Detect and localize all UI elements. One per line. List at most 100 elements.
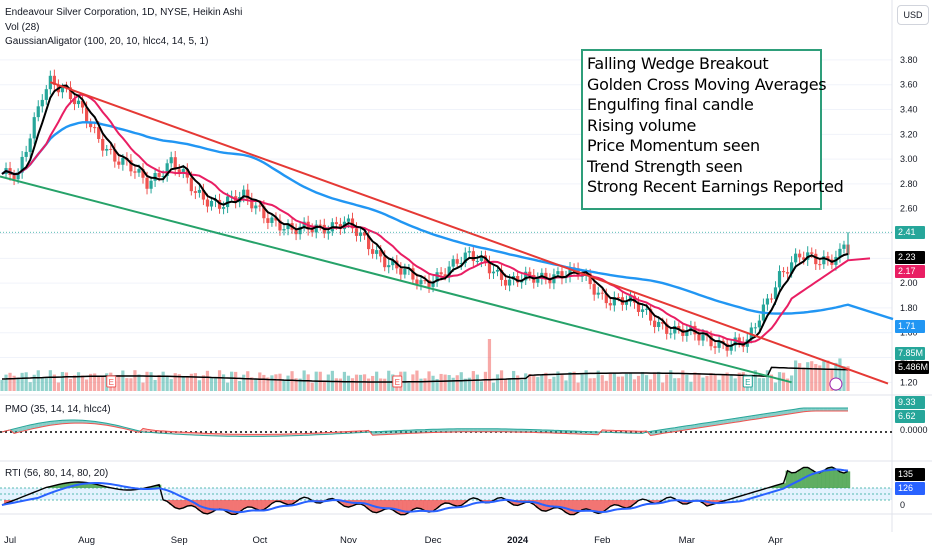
currency-button[interactable]: USD bbox=[897, 5, 929, 25]
candle-body bbox=[475, 260, 479, 262]
volume-bar bbox=[205, 370, 210, 391]
pmo-fill bbox=[682, 425, 687, 431]
rti-oversold-fill bbox=[402, 500, 408, 515]
candle-body bbox=[28, 138, 32, 152]
volume-bar bbox=[346, 375, 351, 391]
candle-body bbox=[503, 279, 508, 286]
candle-body bbox=[773, 287, 778, 299]
pmo-fill bbox=[14, 427, 19, 434]
volume-bar bbox=[371, 375, 375, 391]
earnings-marker bbox=[392, 375, 403, 388]
volume-bar bbox=[524, 373, 528, 391]
rti-oversold-fill bbox=[418, 500, 424, 509]
pmo-fill bbox=[497, 428, 502, 432]
volume-bar bbox=[181, 376, 185, 391]
pmo-fill bbox=[477, 428, 482, 432]
candle-body bbox=[383, 256, 387, 268]
rti-oversold-fill bbox=[588, 500, 593, 510]
candle-body bbox=[612, 297, 616, 306]
pmo-fill bbox=[686, 425, 691, 430]
price-tag-pink-ma: 2.17 bbox=[895, 265, 925, 278]
rti-oversold-fill bbox=[286, 500, 291, 505]
pmo-fill bbox=[396, 430, 401, 434]
pmo-fill bbox=[505, 428, 510, 432]
candle-body bbox=[669, 333, 673, 335]
pmo-fill bbox=[501, 428, 506, 432]
pmo-line bbox=[1, 407, 848, 437]
rti-oversold-fill bbox=[596, 500, 601, 514]
candle-body bbox=[250, 198, 254, 209]
rti-oversold-fill bbox=[600, 500, 605, 513]
volume-bar bbox=[628, 373, 633, 391]
time-tick-label: Nov bbox=[340, 535, 357, 546]
pmo-fill bbox=[578, 431, 583, 435]
candle-body bbox=[161, 176, 165, 178]
volume-bar bbox=[608, 372, 612, 391]
pmo-fill bbox=[22, 425, 27, 432]
rti-legend[interactable]: RTI (56, 80, 14, 80, 20) bbox=[5, 468, 109, 479]
volume-bar bbox=[326, 374, 330, 391]
volume-bar bbox=[242, 374, 246, 391]
rti-oversold-fill bbox=[713, 500, 718, 504]
volume-bar bbox=[806, 362, 810, 391]
pmo-fill bbox=[404, 430, 409, 434]
volume-bar bbox=[548, 378, 552, 391]
volume-bar bbox=[846, 366, 850, 391]
volume-bar bbox=[592, 378, 596, 391]
pmo-fill bbox=[803, 408, 808, 412]
volume-bar bbox=[177, 374, 181, 391]
indicator-legend[interactable]: GaussianAligator (100, 20, 10, hlcc4, 14… bbox=[5, 36, 209, 47]
time-tick-label: Dec bbox=[425, 535, 442, 546]
pmo-fill bbox=[835, 408, 840, 411]
volume-bar bbox=[157, 374, 161, 391]
volume-bar bbox=[665, 374, 669, 391]
volume-bar bbox=[761, 378, 765, 391]
volume-bar bbox=[649, 379, 653, 391]
pmo-fill bbox=[795, 408, 800, 413]
earnings-marker bbox=[742, 375, 753, 388]
rti-oversold-fill bbox=[547, 500, 553, 510]
candle-body bbox=[600, 292, 604, 294]
rti-oversold-fill bbox=[431, 500, 436, 512]
volume-bar bbox=[40, 378, 44, 391]
candle-body bbox=[173, 157, 177, 170]
candle-body bbox=[427, 280, 431, 287]
volume-bar bbox=[72, 375, 77, 391]
volume-bar bbox=[798, 363, 802, 391]
volume-bar bbox=[447, 375, 451, 391]
pmo-fill bbox=[408, 429, 413, 434]
candle-body bbox=[101, 138, 105, 151]
candle-body bbox=[205, 199, 210, 207]
candle-body bbox=[516, 276, 520, 283]
volume-bar bbox=[354, 374, 359, 391]
candle-body bbox=[604, 293, 608, 304]
pmo-legend[interactable]: PMO (35, 14, 14, hlcc4) bbox=[5, 404, 111, 415]
rti-overbought-fill bbox=[813, 472, 818, 488]
candle-body bbox=[451, 259, 455, 267]
rti-oversold-fill bbox=[249, 500, 254, 508]
candle-body bbox=[657, 321, 661, 328]
time-tick-label: Aug bbox=[78, 535, 95, 546]
candle-body bbox=[753, 327, 757, 329]
candle-body bbox=[32, 117, 36, 139]
pmo-fill bbox=[509, 429, 514, 432]
volume-bar bbox=[620, 376, 624, 391]
price-tick-label: 2.00 bbox=[900, 278, 918, 288]
candle-body bbox=[403, 268, 407, 275]
volume-bar bbox=[560, 374, 564, 391]
pmo-fill bbox=[582, 431, 587, 435]
volume-bar bbox=[85, 379, 89, 391]
volume-bar bbox=[640, 371, 645, 391]
candle-body bbox=[358, 232, 363, 236]
volume-legend[interactable]: Vol (28) bbox=[5, 22, 40, 33]
candle-body bbox=[375, 250, 379, 254]
rti-oversold-fill bbox=[346, 500, 351, 508]
price-tick-label: 2.60 bbox=[900, 204, 918, 214]
volume-bar bbox=[387, 370, 391, 391]
rti-oversold-fill bbox=[185, 500, 190, 507]
candle-body bbox=[36, 106, 40, 118]
rti-oversold-fill bbox=[382, 500, 387, 510]
price-tick-label: 3.60 bbox=[900, 80, 918, 90]
rti-oversold-fill bbox=[277, 500, 283, 502]
